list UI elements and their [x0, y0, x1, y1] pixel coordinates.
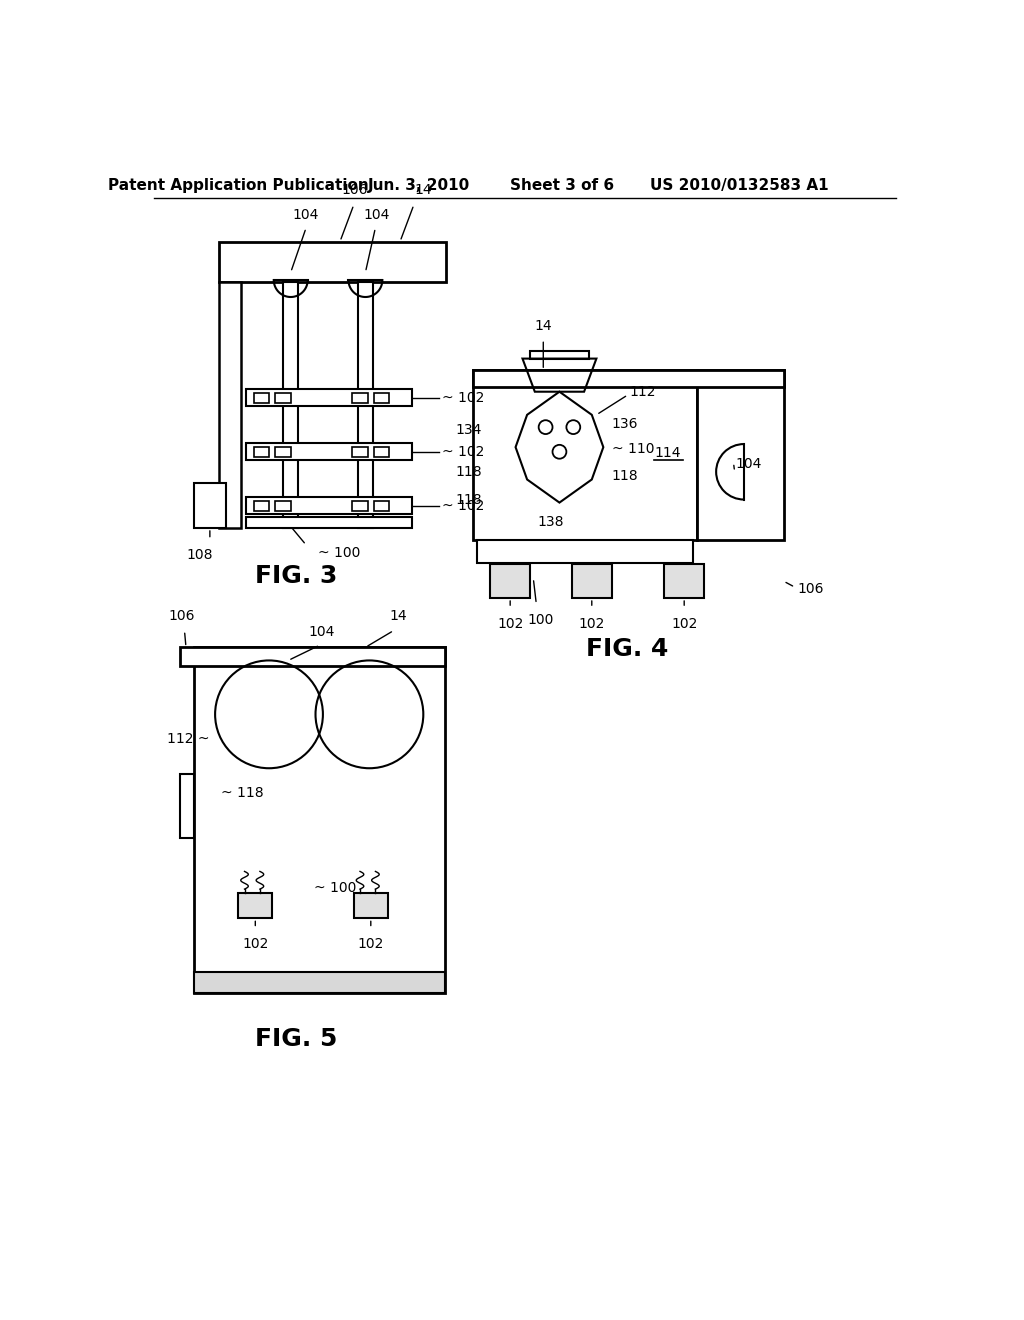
Bar — [254, 447, 269, 457]
Bar — [352, 502, 368, 511]
Bar — [219, 281, 241, 528]
Text: 104: 104 — [735, 457, 762, 471]
Text: Patent Application Publication: Patent Application Publication — [108, 178, 369, 193]
Text: 112: 112 — [630, 384, 656, 399]
Bar — [696, 370, 783, 540]
Text: 14: 14 — [390, 610, 408, 623]
Text: 102: 102 — [242, 937, 268, 950]
Text: 102: 102 — [579, 616, 605, 631]
Text: ~ 118: ~ 118 — [221, 785, 264, 800]
Bar — [352, 393, 368, 404]
Bar — [239, 892, 272, 919]
Text: 118: 118 — [611, 470, 638, 483]
Text: ~ 110: ~ 110 — [611, 442, 654, 455]
Bar — [530, 351, 589, 359]
Text: ~ 102: ~ 102 — [442, 445, 484, 459]
Bar — [254, 393, 269, 404]
Bar — [374, 393, 389, 404]
Text: Sheet 3 of 6: Sheet 3 of 6 — [510, 178, 613, 193]
Text: 136: 136 — [611, 417, 638, 432]
Bar — [275, 393, 291, 404]
Text: ~ 102: ~ 102 — [442, 499, 484, 512]
Bar — [180, 647, 444, 665]
Text: 118: 118 — [455, 492, 481, 507]
Bar — [194, 647, 444, 993]
Text: US 2010/0132583 A1: US 2010/0132583 A1 — [649, 178, 828, 193]
Text: 104: 104 — [293, 207, 319, 222]
Bar — [246, 444, 412, 461]
Bar — [665, 564, 705, 598]
Text: FIG. 5: FIG. 5 — [255, 1027, 337, 1051]
Bar — [194, 972, 444, 993]
Text: ~ 100: ~ 100 — [313, 882, 356, 895]
Bar — [194, 483, 226, 528]
Text: FIG. 4: FIG. 4 — [586, 636, 669, 661]
Bar — [275, 502, 291, 511]
Bar — [180, 775, 194, 838]
Text: 14: 14 — [535, 319, 552, 333]
Bar — [357, 281, 373, 528]
Text: 106: 106 — [341, 183, 368, 197]
Text: 100: 100 — [527, 614, 554, 627]
Text: 114: 114 — [654, 446, 681, 461]
Text: 138: 138 — [537, 515, 563, 529]
Bar — [490, 564, 530, 598]
Text: ~ 100: ~ 100 — [317, 546, 360, 561]
Text: 106: 106 — [169, 610, 196, 623]
Text: 118: 118 — [455, 465, 481, 479]
Text: Jun. 3, 2010: Jun. 3, 2010 — [369, 178, 470, 193]
Text: ~ 102: ~ 102 — [442, 391, 484, 405]
Bar — [473, 370, 696, 540]
Text: 102: 102 — [671, 616, 697, 631]
Bar — [246, 498, 412, 515]
Bar — [354, 892, 388, 919]
Bar — [571, 564, 611, 598]
Bar — [283, 281, 298, 528]
Text: 108: 108 — [186, 548, 213, 562]
Text: 112 ~: 112 ~ — [167, 733, 209, 746]
Bar — [246, 517, 412, 528]
Bar — [477, 540, 692, 562]
Bar — [352, 447, 368, 457]
Bar — [473, 370, 783, 387]
Bar — [374, 502, 389, 511]
Bar — [246, 389, 412, 407]
Text: 106: 106 — [798, 582, 824, 595]
Text: 134: 134 — [456, 424, 481, 437]
Text: 102: 102 — [497, 616, 523, 631]
Bar — [254, 502, 269, 511]
Bar — [275, 447, 291, 457]
Text: 14: 14 — [415, 183, 432, 197]
Text: 104: 104 — [364, 207, 390, 222]
Text: 104: 104 — [308, 624, 335, 639]
Bar — [219, 242, 446, 281]
Text: FIG. 3: FIG. 3 — [255, 564, 337, 587]
Text: 102: 102 — [357, 937, 384, 950]
Bar — [374, 447, 389, 457]
